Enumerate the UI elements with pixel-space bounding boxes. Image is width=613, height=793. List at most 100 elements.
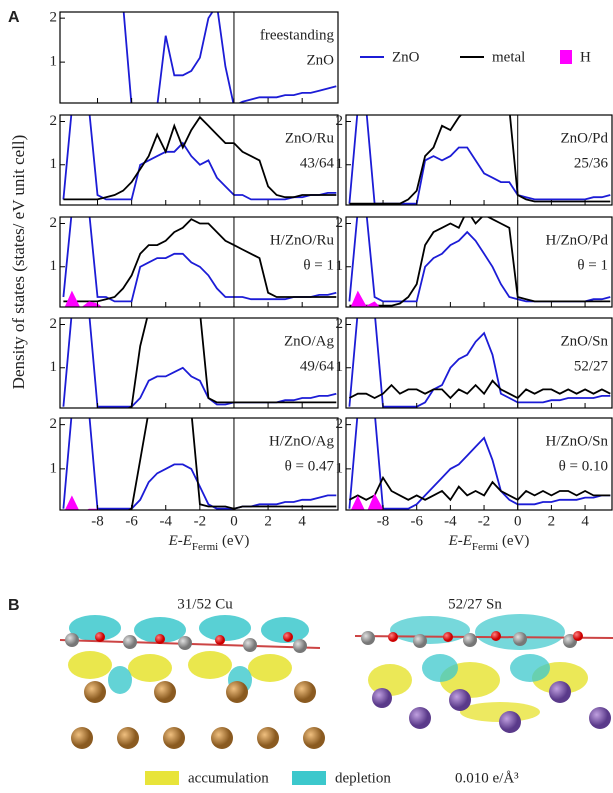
x-axis-label-sub: Fermi xyxy=(472,541,498,553)
axes-frame xyxy=(345,114,613,206)
axes-frame xyxy=(345,216,613,308)
x-tick-label: -4 xyxy=(444,513,457,529)
x-axis-label: E-EFermi (eV) xyxy=(168,533,250,552)
line xyxy=(62,318,337,408)
panel-letter: B xyxy=(8,597,20,614)
plot-area xyxy=(348,418,611,510)
panel-label: θ = 1 xyxy=(577,257,608,273)
y-axis-label: Density of states (states/ eV unit cell) xyxy=(9,135,28,390)
y-tick-label: 1 xyxy=(336,258,344,274)
y-tick-label: 2 xyxy=(336,113,344,129)
line xyxy=(348,318,611,408)
plot-area xyxy=(348,318,611,408)
y-tick-label: 1 xyxy=(50,460,58,476)
area xyxy=(350,493,386,510)
y-tick-label: 2 xyxy=(336,215,344,231)
line xyxy=(348,115,611,205)
line xyxy=(62,418,337,510)
panel-label: θ = 1 xyxy=(303,257,334,273)
panel-label: H/ZnO/Pd xyxy=(545,232,608,248)
y-tick-label: 1 xyxy=(50,156,58,172)
panel-label: θ = 0.47 xyxy=(285,458,335,474)
y-tick-label: 2 xyxy=(50,416,58,432)
y-tick-label: 2 xyxy=(336,416,344,432)
line xyxy=(348,379,611,400)
x-axis-label-unit: (eV) xyxy=(498,533,529,549)
panel-label: 52/27 xyxy=(574,358,609,374)
x-tick-label: 4 xyxy=(298,513,306,529)
axes-frame xyxy=(59,417,339,511)
x-tick-label: 4 xyxy=(581,513,589,529)
panel-label: 25/36 xyxy=(574,155,609,171)
legend-swatch xyxy=(145,771,179,785)
panel-label: ZnO/Ag xyxy=(284,333,334,349)
axes-frame xyxy=(59,317,339,409)
legend-swatch xyxy=(292,771,326,785)
axes-frame xyxy=(345,317,613,409)
x-tick-label: -2 xyxy=(478,513,491,529)
x-tick-label: 0 xyxy=(230,513,238,529)
plot-area xyxy=(122,12,337,103)
panel-label: ZnO/Sn xyxy=(560,333,608,349)
legend-swatch xyxy=(560,50,572,64)
panel-label: H/ZnO/Sn xyxy=(545,433,608,449)
cu-structure xyxy=(59,615,325,749)
line xyxy=(348,217,611,303)
x-axis-label-unit: (eV) xyxy=(218,533,249,549)
line xyxy=(127,318,337,408)
line xyxy=(63,218,337,303)
legend-label: ZnO xyxy=(392,49,420,65)
line xyxy=(349,217,611,307)
image-title: 52/27 Sn xyxy=(448,596,502,612)
y-tick-label: 1 xyxy=(50,258,58,274)
panel-label: freestanding xyxy=(260,27,335,43)
y-tick-label: 2 xyxy=(50,10,58,26)
x-tick-label: -6 xyxy=(410,513,423,529)
x-tick-label: -8 xyxy=(91,513,104,529)
axes-frame xyxy=(345,417,613,511)
y-tick-label: 2 xyxy=(50,215,58,231)
plot-area xyxy=(348,217,611,307)
y-tick-label: 1 xyxy=(50,54,58,70)
line xyxy=(349,115,611,205)
legend-label: accumulation xyxy=(188,770,269,786)
y-tick-label: 2 xyxy=(50,316,58,332)
plot-area xyxy=(62,318,337,408)
panel-label: θ = 0.10 xyxy=(559,458,608,474)
x-tick-label: -4 xyxy=(159,513,172,529)
axes-frame xyxy=(59,216,339,308)
panel-label: 43/64 xyxy=(300,155,335,171)
y-tick-label: 1 xyxy=(336,460,344,476)
x-axis-label: E-EFermi (eV) xyxy=(448,533,530,552)
line xyxy=(127,418,337,510)
panel-label: ZnO xyxy=(307,52,335,68)
legend-label: depletion xyxy=(335,770,391,786)
x-tick-label: -6 xyxy=(125,513,138,529)
legend-label: metal xyxy=(492,49,525,65)
plot-area xyxy=(62,217,337,307)
x-axis-label-main: E-E xyxy=(168,533,192,549)
panel-letter: A xyxy=(8,9,20,26)
axes-frame xyxy=(59,11,339,104)
line xyxy=(348,418,611,510)
x-axis-label-main: E-E xyxy=(448,533,472,549)
line xyxy=(348,475,611,502)
panel-label: 49/64 xyxy=(300,358,335,374)
axes-frame xyxy=(59,114,339,206)
plot-area xyxy=(62,418,337,510)
x-tick-label: 2 xyxy=(264,513,272,529)
sn-structure xyxy=(354,614,613,733)
panel-label: H/ZnO/Ag xyxy=(269,433,334,449)
x-tick-label: -8 xyxy=(377,513,390,529)
x-tick-label: 2 xyxy=(548,513,556,529)
area xyxy=(64,495,101,510)
legend-label: 0.010 e/Å³ xyxy=(455,770,519,786)
y-tick-label: 1 xyxy=(336,156,344,172)
x-axis-label-sub: Fermi xyxy=(192,541,218,553)
line xyxy=(63,115,337,201)
line xyxy=(122,12,337,103)
area xyxy=(64,290,103,307)
x-tick-label: -2 xyxy=(194,513,207,529)
panel-label: ZnO/Pd xyxy=(560,130,608,146)
